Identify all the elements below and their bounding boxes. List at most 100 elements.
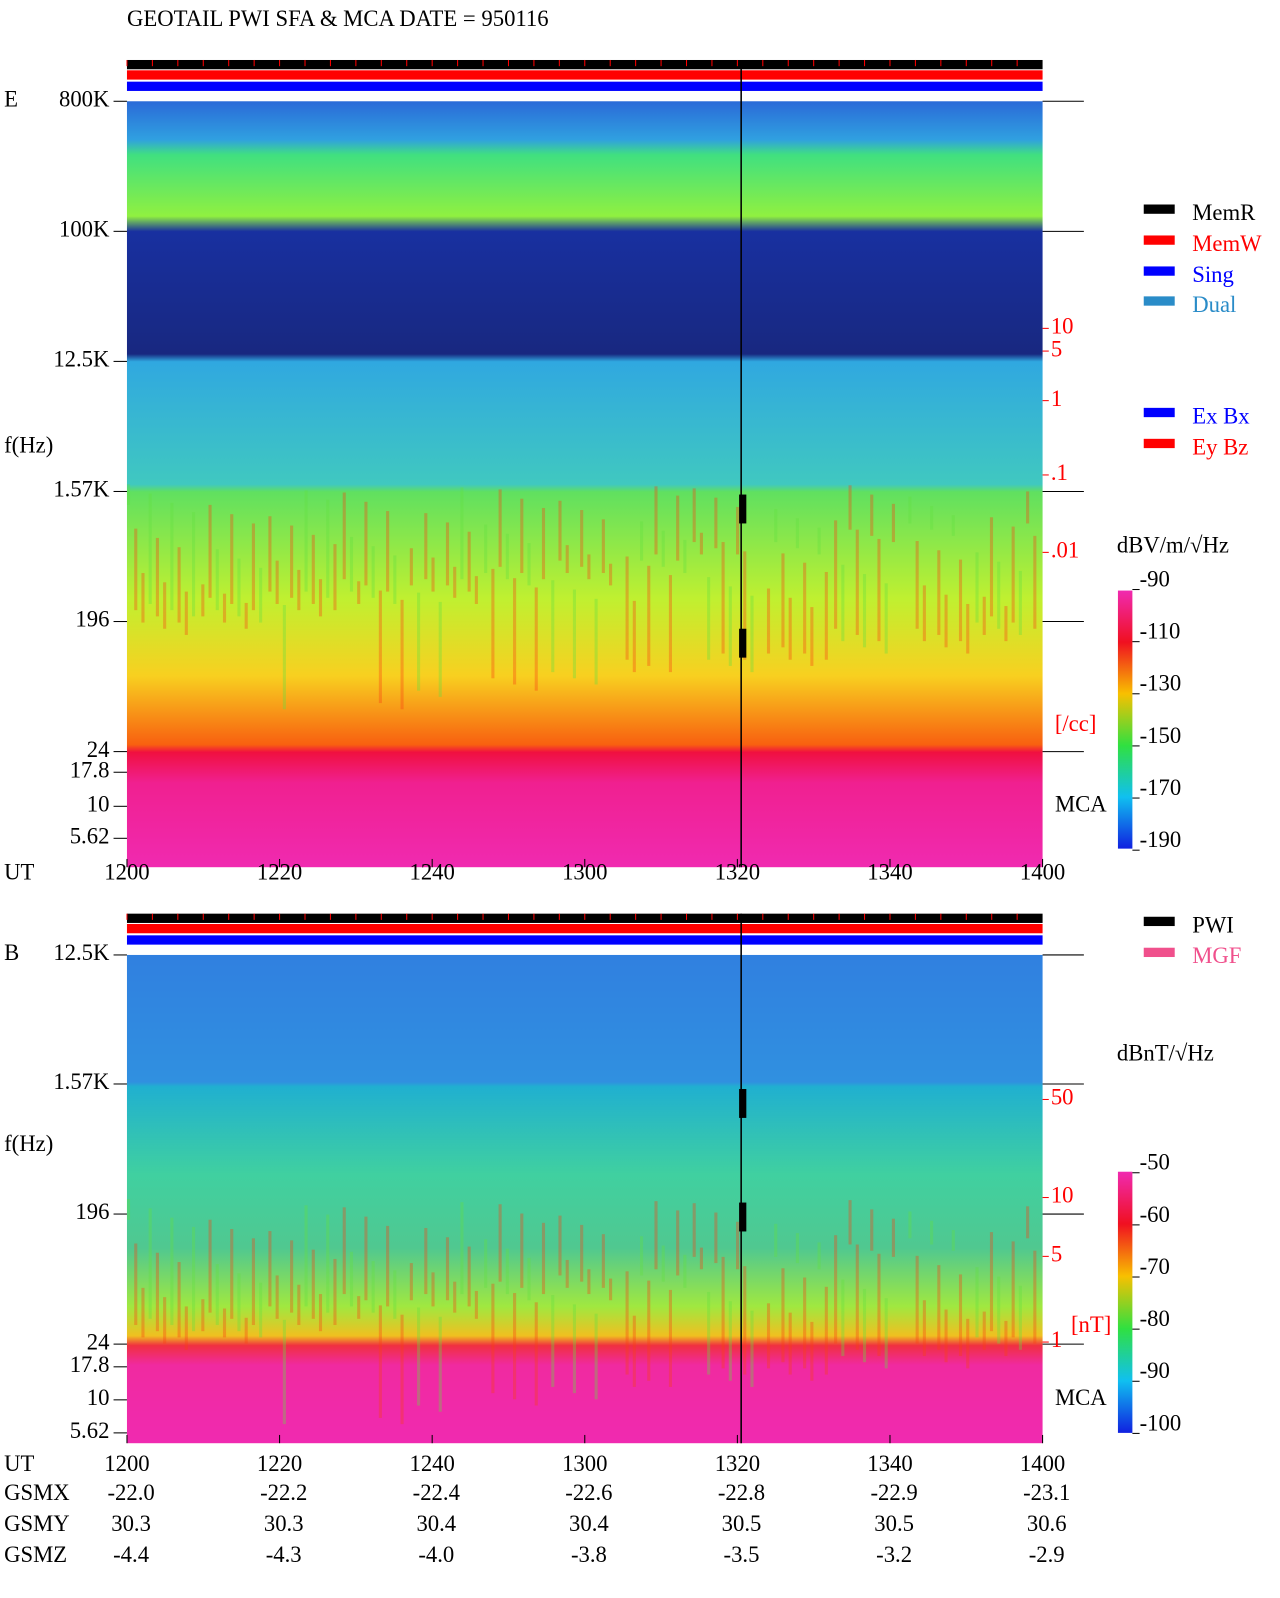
spectrogram-streak (930, 1220, 934, 1245)
spectrogram-streak (491, 568, 495, 679)
spectrogram-streak (908, 496, 912, 524)
orbit-value: 30.3 (264, 1511, 304, 1536)
spectrogram-streak (834, 520, 838, 629)
spectrogram-streak (192, 1226, 196, 1332)
y-tick-label: 12.5K (53, 940, 110, 965)
spectrogram-streak (930, 505, 934, 530)
spectrogram-streak (862, 574, 867, 648)
spectrogram-streak (714, 1212, 718, 1264)
spectrogram-streak (565, 545, 569, 574)
spectrogram-streak (417, 1307, 421, 1406)
spectrogram-streak (587, 554, 591, 580)
spectrogram (126, 954, 1043, 1444)
spectrogram-streak (951, 1230, 955, 1251)
spectrogram-streak (453, 1281, 457, 1313)
spectrogram-streak (937, 1265, 941, 1350)
spectrogram-streak (259, 1282, 263, 1338)
spectrogram-streak (817, 1242, 821, 1270)
spectrogram-streak (683, 1254, 687, 1288)
orbit-value: -22.6 (565, 1480, 612, 1505)
spectrogram-streak (750, 595, 754, 673)
density-tick-label: 1 (1051, 386, 1062, 411)
spectrogram-streak (766, 1303, 771, 1369)
x-tick-label: 1340 (867, 1451, 912, 1476)
spectrogram-streak (714, 497, 718, 549)
y-tick-label: 24 (87, 737, 110, 762)
spectrogram-streak (1004, 1320, 1008, 1356)
density-tick-label: .1 (1051, 460, 1068, 485)
spectrogram-streak (891, 503, 895, 543)
spectrogram-streak (304, 490, 308, 592)
spectrogram-streak (609, 1278, 613, 1301)
spectrogram-streak (208, 504, 212, 598)
spectrogram-streak (855, 1244, 859, 1350)
spectrogram-streak (721, 542, 725, 654)
colorbar-tick-label: -150 (1140, 723, 1182, 748)
density-tick-label: 50 (1051, 1085, 1074, 1110)
spectrogram-streak (148, 1208, 152, 1319)
spectrogram-streak (141, 1287, 145, 1338)
density-unit: [nT] (1071, 1312, 1111, 1337)
spectrogram-streak (997, 561, 1001, 629)
orbit-name: GSMZ (4, 1542, 67, 1567)
spectrogram-streak (141, 573, 145, 623)
spectrogram-streak (474, 576, 478, 604)
spectrogram-streak (774, 509, 778, 543)
panel-label: B (4, 940, 19, 965)
orbit-value: -2.9 (1029, 1542, 1065, 1567)
spectrogram-streak (1033, 1250, 1037, 1344)
orbit-value: 30.5 (722, 1511, 762, 1536)
legend-label: Sing (1192, 262, 1234, 287)
colorbar (1117, 590, 1133, 849)
legend-label: Dual (1192, 292, 1236, 317)
spectrogram-streak (1011, 526, 1015, 623)
spectrogram-streak (707, 1291, 711, 1375)
spectrogram-streak (647, 1280, 651, 1381)
spectrogram-streak (676, 495, 680, 561)
spectrogram-streak (1026, 491, 1030, 524)
spectrogram-streak (841, 1279, 845, 1356)
spectrogram-streak (170, 502, 174, 611)
spectrogram-streak (750, 1310, 754, 1387)
spectrogram-streak (891, 1218, 895, 1257)
spectrogram-streak (699, 1247, 703, 1270)
spectrogram-streak (364, 1216, 368, 1301)
x-tick-label: 1300 (562, 860, 607, 885)
orbit-value: -22.9 (870, 1480, 917, 1505)
y-tick-label: 24 (87, 1329, 110, 1354)
spectrogram-streak (282, 605, 286, 710)
spectrogram-streak (349, 1251, 354, 1307)
spectrogram-streak (155, 537, 159, 617)
spectrogram-streak (558, 500, 562, 561)
spectrogram-streak (357, 1296, 361, 1319)
spectrogram-streak (1011, 1241, 1015, 1338)
spectrogram-streak (841, 564, 845, 642)
legend-swatch (1143, 947, 1175, 958)
spectrogram-streak (551, 1295, 555, 1387)
spectrogram-streak (297, 1284, 301, 1326)
spectrogram-streak (668, 1289, 672, 1387)
spectrogram-streak (474, 1290, 478, 1319)
mca-label: MCA (1055, 792, 1107, 817)
spectrogram-streak (184, 1306, 188, 1350)
y-tick-label: 12.5K (53, 347, 110, 372)
spectrogram-streak (215, 549, 219, 611)
colorbar-tick-label: -110 (1140, 619, 1181, 644)
spectrogram-streak (371, 546, 375, 598)
spectrogram-streak (453, 566, 457, 598)
spectrogram-streak (268, 1231, 272, 1307)
legend-label: MemR (1192, 200, 1256, 225)
density-tick-label: 5 (1051, 336, 1062, 361)
spectrogram-streak (364, 501, 368, 586)
spectrogram-streak (692, 1203, 696, 1257)
legend-swatch (1143, 296, 1175, 306)
spectrogram-streak (640, 1236, 644, 1276)
spectrogram-streak (460, 1202, 464, 1295)
orbit-value: -4.0 (418, 1542, 454, 1567)
spectrogram-streak (467, 1246, 471, 1307)
spectrogram-streak (460, 487, 464, 580)
spectrogram-streak (424, 1227, 428, 1295)
spectrogram-streak (409, 1263, 413, 1301)
